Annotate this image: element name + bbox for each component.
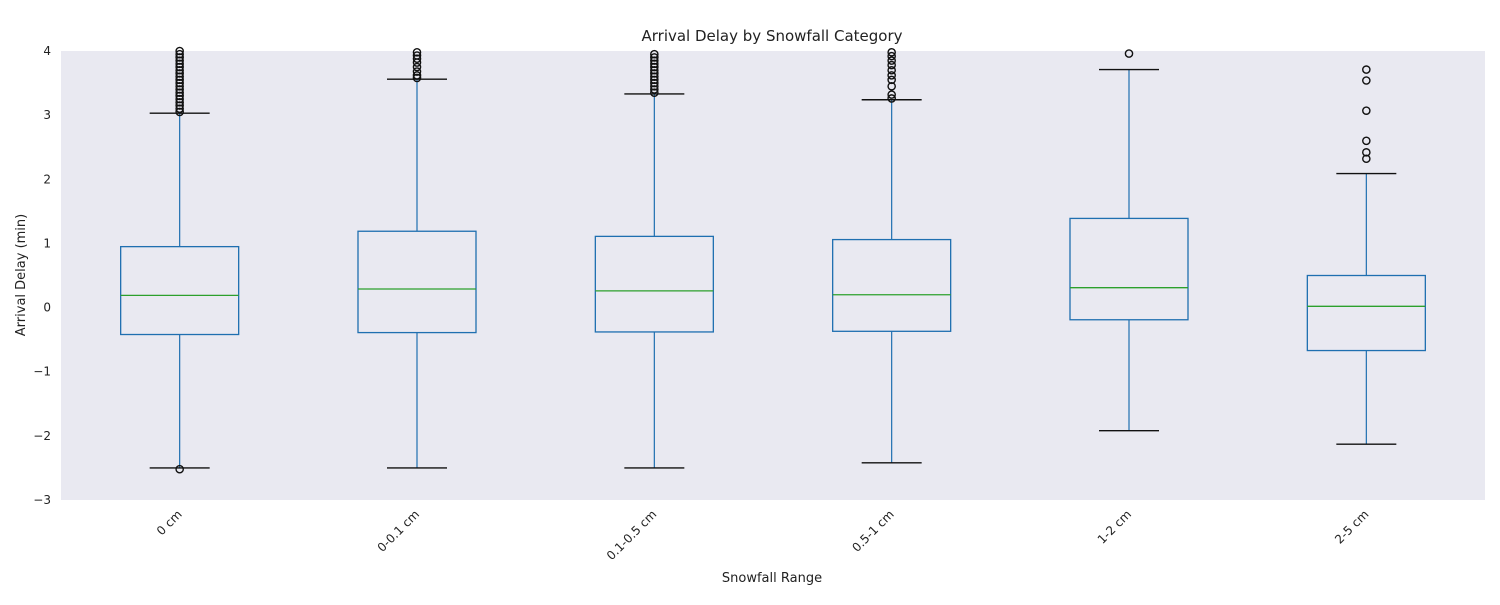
outlier-point bbox=[412, 71, 422, 80]
iqr-box bbox=[1306, 274, 1426, 352]
box-4 bbox=[1069, 49, 1189, 432]
outlier-point bbox=[175, 59, 184, 69]
boxes bbox=[120, 46, 1426, 474]
outlier-point bbox=[1362, 106, 1371, 115]
outlier-point bbox=[175, 65, 184, 75]
outlier-point bbox=[175, 91, 184, 101]
outlier-point bbox=[175, 81, 184, 91]
x-ticks: 0 cm 0-0.1 cm 0.1-0.5 cm 0.5-1 cm 1-2 cm 2-5 … bbox=[154, 507, 1372, 563]
y-tick-label: 1 bbox=[43, 236, 51, 250]
outlier-point bbox=[175, 85, 184, 94]
outlier-point bbox=[175, 464, 184, 474]
x-tick-label: 0.5-1 cm bbox=[849, 507, 896, 554]
outlier-point bbox=[412, 67, 422, 76]
outlier-point bbox=[412, 73, 422, 83]
outlier-point bbox=[887, 51, 896, 61]
outlier-point bbox=[412, 51, 422, 60]
box-0 bbox=[120, 46, 240, 474]
outlier-point bbox=[175, 107, 184, 117]
outlier-point bbox=[650, 75, 659, 85]
y-tick-label: 0 bbox=[43, 301, 51, 315]
y-tick-label: 3 bbox=[43, 108, 51, 122]
outlier-point bbox=[650, 49, 659, 59]
outlier-point bbox=[650, 56, 659, 65]
outlier-point bbox=[887, 71, 896, 80]
iqr-box bbox=[357, 230, 477, 334]
outlier-point bbox=[1362, 65, 1371, 74]
outlier-point bbox=[412, 62, 422, 72]
outlier-point bbox=[412, 47, 422, 57]
outlier-point bbox=[887, 81, 896, 91]
y-tick-label: 2 bbox=[43, 172, 51, 186]
outlier-point bbox=[175, 62, 184, 72]
outlier-point bbox=[175, 46, 184, 56]
plot-area bbox=[61, 51, 1485, 500]
outlier-point bbox=[650, 65, 659, 75]
iqr-box bbox=[832, 238, 952, 332]
y-tick-label: −2 bbox=[33, 429, 51, 443]
outlier-point bbox=[650, 62, 659, 72]
outlier-point bbox=[650, 72, 659, 81]
outlier-point bbox=[887, 60, 896, 70]
outlier-point bbox=[887, 94, 896, 103]
outlier-point bbox=[1362, 154, 1371, 164]
outlier-point bbox=[175, 72, 184, 81]
x-tick-label: 0-0.1 cm bbox=[375, 507, 422, 554]
outlier-point bbox=[175, 78, 184, 88]
box-5 bbox=[1306, 65, 1426, 445]
outlier-point bbox=[887, 75, 896, 85]
outlier-point bbox=[175, 88, 184, 97]
box-2 bbox=[594, 49, 714, 469]
box-1 bbox=[357, 47, 477, 469]
outlier-point bbox=[650, 78, 659, 88]
y-axis-label: Arrival Delay (min) bbox=[14, 214, 29, 336]
outlier-point bbox=[650, 59, 659, 69]
outlier-point bbox=[887, 47, 896, 57]
y-tick-label: 4 bbox=[43, 44, 51, 58]
outlier-point bbox=[887, 56, 896, 65]
x-axis-label: Snowfall Range bbox=[722, 571, 822, 586]
chart-title: Arrival Delay by Snowfall Category bbox=[641, 27, 902, 45]
outlier-point bbox=[1362, 76, 1371, 85]
outlier-point bbox=[887, 65, 896, 75]
outlier-point bbox=[650, 85, 659, 94]
x-tick-label: 0 cm bbox=[154, 507, 185, 538]
outlier-point bbox=[650, 53, 659, 62]
iqr-box bbox=[120, 245, 240, 336]
outlier-point bbox=[175, 69, 184, 78]
outlier-point bbox=[175, 56, 184, 65]
x-tick-label: 2-5 cm bbox=[1332, 507, 1371, 546]
outlier-point bbox=[650, 69, 659, 78]
outlier-point bbox=[1362, 136, 1371, 146]
outlier-point bbox=[175, 104, 184, 114]
y-ticks: −3 −2 −1 0 1 2 3 4 bbox=[33, 44, 51, 507]
outlier-point bbox=[1362, 148, 1371, 157]
box-3 bbox=[832, 47, 952, 464]
outlier-point bbox=[175, 49, 184, 59]
outlier-point bbox=[650, 88, 659, 97]
outlier-point bbox=[1124, 49, 1134, 58]
outlier-point bbox=[175, 53, 184, 62]
outlier-point bbox=[175, 75, 184, 85]
outlier-point bbox=[650, 81, 659, 91]
iqr-box bbox=[594, 235, 714, 333]
outlier-point bbox=[887, 90, 896, 99]
x-tick-label: 1-2 cm bbox=[1095, 507, 1134, 546]
outlier-point bbox=[175, 101, 184, 110]
outlier-point bbox=[412, 54, 422, 63]
x-tick-label: 0.1-0.5 cm bbox=[604, 507, 660, 563]
y-tick-label: −1 bbox=[33, 365, 51, 379]
y-tick-label: −3 bbox=[33, 493, 51, 507]
outlier-point bbox=[175, 94, 184, 104]
iqr-box bbox=[1069, 217, 1189, 321]
outlier-point bbox=[175, 98, 184, 107]
